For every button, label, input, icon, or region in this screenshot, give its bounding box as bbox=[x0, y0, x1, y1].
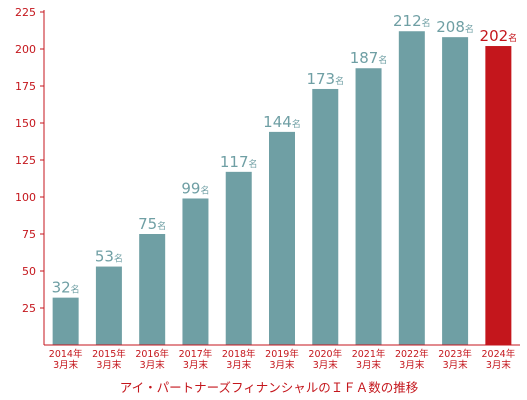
x-tick-label: 2022年 bbox=[395, 348, 429, 360]
bar-value: 75 bbox=[138, 215, 157, 233]
x-tick-label: 3月末 bbox=[53, 359, 79, 371]
bar-value-label: 212名 bbox=[393, 12, 431, 30]
x-tick-label: 3月末 bbox=[226, 359, 252, 371]
x-tick-label: 2019年 bbox=[265, 348, 299, 360]
bar-value-label: 117名 bbox=[220, 153, 258, 171]
bar-value: 53 bbox=[95, 248, 114, 266]
x-tick-label: 3月末 bbox=[96, 359, 122, 371]
bar-value-unit: 名 bbox=[114, 253, 123, 265]
y-axis: 25 50 75 100 125 150 175 200 225 bbox=[15, 6, 45, 345]
bar-value-unit: 名 bbox=[422, 17, 431, 29]
bar-2016年 bbox=[139, 234, 166, 345]
x-tick-label: 3月末 bbox=[183, 359, 209, 371]
y-tick-label: 175 bbox=[15, 80, 36, 93]
bar-value: 144 bbox=[263, 113, 292, 131]
x-tick-label: 3月末 bbox=[140, 359, 166, 371]
bar-value-unit: 名 bbox=[71, 284, 80, 296]
bar-2019年 bbox=[269, 131, 295, 345]
bar-value-label: 187名 bbox=[350, 49, 388, 67]
bar-2017年 bbox=[182, 198, 209, 345]
bar-2015年 bbox=[95, 266, 122, 345]
x-tick-label: 2021年 bbox=[352, 348, 386, 360]
bar-value: 208 bbox=[436, 18, 465, 36]
bar-2020年 bbox=[312, 88, 339, 346]
x-tick-label: 2015年 bbox=[92, 348, 126, 360]
y-tick-label: 25 bbox=[22, 302, 36, 315]
x-tick-label: 2016年 bbox=[135, 348, 169, 360]
bar-value: 117 bbox=[220, 153, 249, 171]
y-tick-label: 225 bbox=[15, 6, 36, 19]
bar-value-label: 173名 bbox=[306, 70, 344, 88]
y-tick-label: 75 bbox=[22, 228, 36, 241]
bar-value: 187 bbox=[350, 49, 379, 67]
bar-value: 173 bbox=[306, 70, 335, 88]
bar-value-label: 99名 bbox=[181, 179, 209, 197]
bar-2021年 bbox=[355, 68, 382, 346]
y-tick-label: 50 bbox=[22, 265, 36, 278]
x-tick-label: 2024年 bbox=[482, 348, 516, 360]
bar-value-label: 202名 bbox=[480, 27, 518, 45]
bar-value-label: 144名 bbox=[263, 113, 301, 131]
x-tick-label: 2014年 bbox=[49, 348, 83, 360]
bar-2014年 bbox=[52, 297, 79, 345]
bar-value-label: 75名 bbox=[138, 215, 166, 233]
x-tick-label: 3月末 bbox=[356, 359, 382, 371]
bar-value-unit: 名 bbox=[335, 75, 344, 87]
bar-value: 99 bbox=[181, 179, 200, 197]
y-tick-label: 200 bbox=[15, 43, 36, 56]
bar-2022年 bbox=[398, 31, 425, 346]
x-tick-label: 3月末 bbox=[399, 359, 425, 371]
x-tick-label: 2020年 bbox=[308, 348, 342, 360]
bar-value-label: 53名 bbox=[95, 248, 123, 266]
bar-value-unit: 名 bbox=[249, 158, 258, 170]
x-tick-label: 2018年 bbox=[222, 348, 256, 360]
x-tick-label: 2023年 bbox=[438, 348, 472, 360]
chart-caption: アイ・パートナーズフィナンシャルのＩＦＡ数の推移 bbox=[120, 380, 419, 395]
bar-value-unit: 名 bbox=[465, 23, 474, 35]
bar-value-unit: 名 bbox=[157, 220, 166, 232]
bar-value: 32 bbox=[52, 279, 71, 297]
bar-2023年 bbox=[442, 37, 469, 345]
bar-value-unit: 名 bbox=[200, 184, 209, 196]
x-tick-label: 3月末 bbox=[486, 359, 512, 371]
bar-value: 202 bbox=[480, 27, 509, 45]
x-tick-label: 3月末 bbox=[443, 359, 469, 371]
bar-value-unit: 名 bbox=[378, 54, 387, 66]
x-tick-label: 2017年 bbox=[179, 348, 213, 360]
bar-value-unit: 名 bbox=[292, 118, 301, 130]
x-tick-label: 3月末 bbox=[313, 359, 339, 371]
y-tick-label: 100 bbox=[15, 191, 36, 204]
bar-value-unit: 名 bbox=[508, 32, 517, 44]
bar-value: 212 bbox=[393, 12, 422, 30]
y-tick-label: 125 bbox=[15, 154, 36, 167]
bar-value-label: 208名 bbox=[436, 18, 474, 36]
bar-2024年 bbox=[485, 46, 512, 345]
bar-2018年 bbox=[225, 171, 252, 345]
y-tick-label: 150 bbox=[15, 117, 36, 130]
x-axis: 2014年3月末2015年3月末2016年3月末2017年3月末2018年3月末… bbox=[44, 344, 520, 371]
x-tick-label: 3月末 bbox=[269, 359, 295, 371]
bar-value-label: 32名 bbox=[52, 279, 80, 297]
